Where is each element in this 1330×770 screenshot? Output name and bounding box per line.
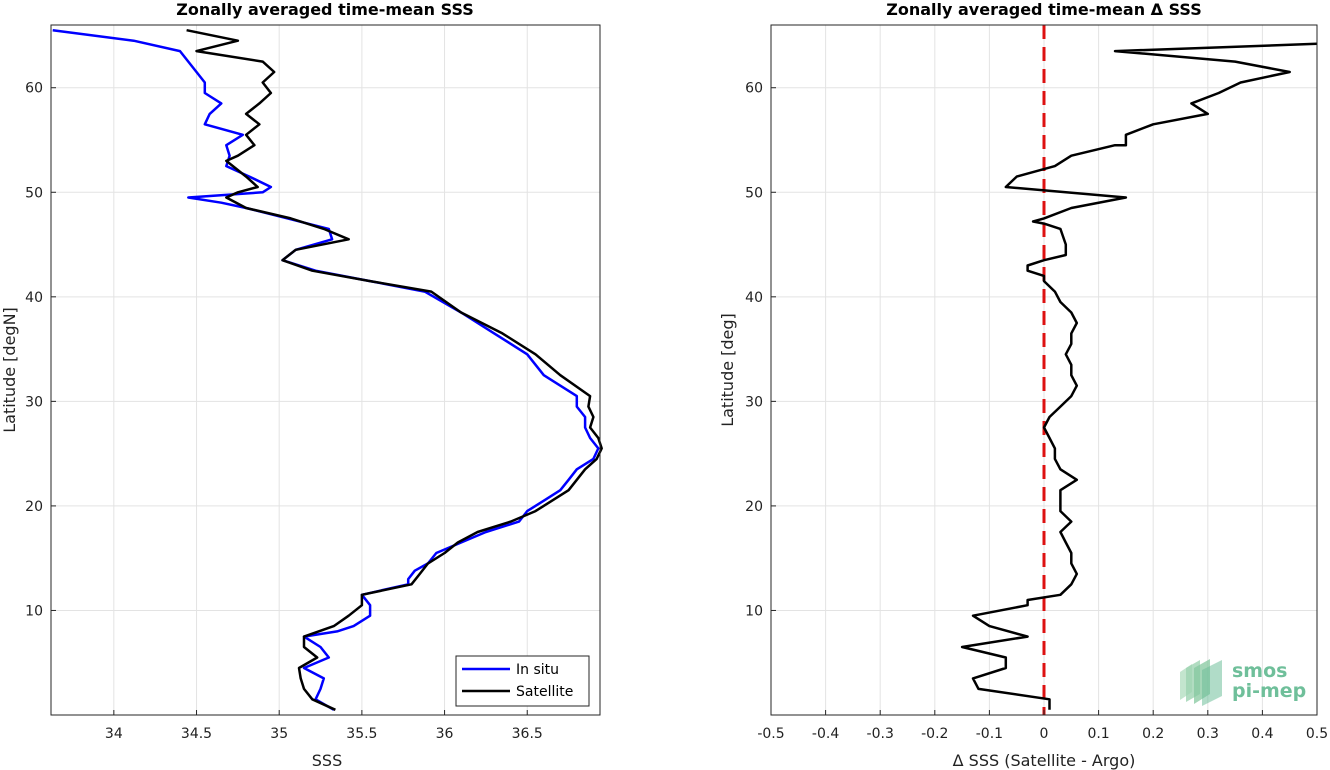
left-series-satellite: [186, 28, 603, 711]
left-series-in-situ: [52, 28, 600, 711]
right-series-delta: [960, 42, 1318, 710]
left-y-tick-label: 20: [25, 499, 43, 515]
smos-pi-mep-logo: smos pi-mep: [1180, 659, 1306, 706]
right-x-tick-label: -0.5: [757, 726, 784, 742]
right-x-tick-label: -0.2: [921, 726, 948, 742]
left-x-tick-label: 35: [270, 726, 288, 742]
left-x-tick-label: 36: [436, 726, 454, 742]
left-x-tick-label: 35.5: [346, 726, 377, 742]
right-x-tick-label: 0.3: [1197, 726, 1219, 742]
right-y-tick-label: 60: [745, 81, 763, 97]
right-x-tick-label: -0.4: [812, 726, 839, 742]
right-x-tick-label: -0.3: [867, 726, 894, 742]
right-x-tick-label: 0.5: [1306, 726, 1328, 742]
legend-box: [455, 655, 590, 707]
left-series-lines: [52, 28, 603, 711]
right-x-tick-label: 0.1: [1087, 726, 1109, 742]
left-x-tick-label: 36.5: [512, 726, 543, 742]
left-chart-title: Zonally averaged time-mean SSS: [176, 0, 474, 19]
left-y-tick-label: 10: [25, 603, 43, 619]
left-y-tick-labels: 10 20 30 40 50 60: [25, 81, 56, 619]
legend-label-satellite: Satellite: [516, 684, 573, 700]
left-y-tick-label: 60: [25, 81, 43, 97]
legend-label-in-situ: In situ: [516, 662, 559, 678]
right-chart-title: Zonally averaged time-mean Δ SSS: [886, 0, 1202, 19]
left-y-tick-label: 30: [25, 394, 43, 410]
logo-text-smos: smos: [1232, 660, 1287, 682]
left-x-axis-label: SSS: [312, 751, 342, 770]
left-x-tick-label: 34.5: [181, 726, 212, 742]
right-x-tick-label: 0.2: [1142, 726, 1164, 742]
left-gridlines: [51, 25, 600, 715]
right-x-tick-label: -0.1: [976, 726, 1003, 742]
legend: In situ Satellite: [455, 655, 590, 707]
right-x-tick-label: 0.4: [1251, 726, 1273, 742]
left-x-tick-label: 34: [105, 726, 123, 742]
right-x-tick-labels: -0.5 -0.4 -0.3 -0.2 -0.1 0 0.1 0.2 0.3 0.4 0.5: [757, 710, 1328, 742]
left-y-tick-label: 40: [25, 290, 43, 306]
left-x-tick-labels: 34 34.5 35 35.5 36 36.5: [105, 710, 543, 742]
right-x-axis-label: Δ SSS (Satellite - Argo): [953, 751, 1136, 770]
left-y-tick-label: 50: [25, 185, 43, 201]
right-y-tick-label: 10: [745, 603, 763, 619]
logo-text-pi-mep: pi-mep: [1232, 680, 1306, 702]
right-y-axis-label: Latitude [deg]: [718, 313, 737, 427]
right-y-tick-label: 40: [745, 290, 763, 306]
right-chart: -0.5 -0.4 -0.3 -0.2 -0.1 0 0.1 0.2 0.3 0.4 0.5 10 2…: [718, 0, 1328, 770]
left-chart: 34 34.5 35 35.5 36 36.5 10 20 30 40 50 60 Zonally …: [0, 0, 603, 770]
right-y-tick-label: 50: [745, 185, 763, 201]
left-plot-background: [51, 25, 600, 715]
right-x-tick-label: 0: [1040, 726, 1049, 742]
right-y-tick-label: 30: [745, 394, 763, 410]
right-y-tick-label: 20: [745, 499, 763, 515]
left-y-axis-label: Latitude [degN]: [0, 307, 19, 433]
right-series-lines: [960, 25, 1318, 715]
right-y-tick-labels: 10 20 30 40 50 60: [745, 81, 776, 619]
left-axes-frame: [50, 24, 601, 716]
